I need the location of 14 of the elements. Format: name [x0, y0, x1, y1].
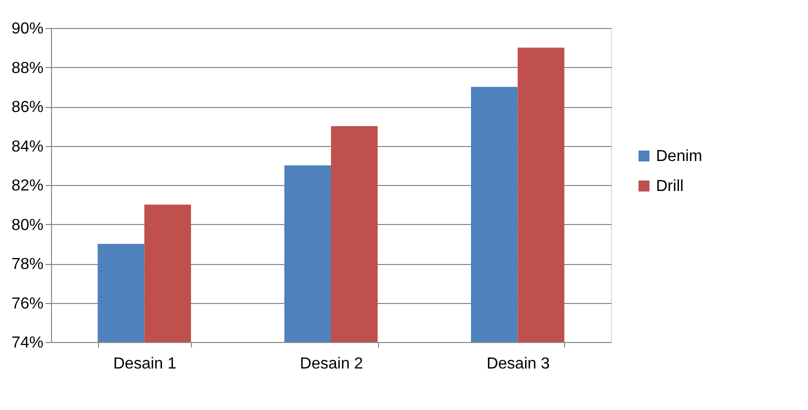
x-tick-label: Desain 1: [113, 356, 177, 372]
y-tick-label: 90%: [11, 20, 44, 38]
x-tick-label: Desain 3: [486, 356, 550, 372]
y-tick-label: 82%: [11, 178, 44, 194]
legend-label: Drill: [656, 178, 684, 195]
x-tick-label: Desain 2: [300, 356, 364, 372]
y-tick-label: 78%: [11, 256, 44, 273]
y-tick-label: 86%: [11, 99, 44, 116]
y-tick-label: 88%: [11, 60, 44, 77]
y-tick-label: 80%: [11, 216, 44, 234]
y-tick-label: 76%: [11, 295, 44, 312]
y-tick-label: 84%: [11, 138, 44, 156]
y-tick-label: 74%: [11, 334, 44, 352]
legend-label: Denim: [656, 148, 702, 165]
